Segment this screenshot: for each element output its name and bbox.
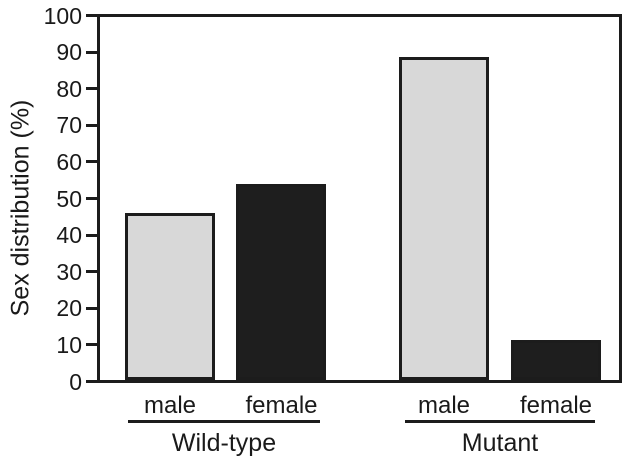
y-tick-label-30: 30 xyxy=(56,258,82,285)
bar-wild-type-female xyxy=(236,184,326,380)
y-tick-label-40: 40 xyxy=(56,222,82,249)
y-tick-50 xyxy=(86,197,97,200)
y-tick-label-20: 20 xyxy=(56,295,82,322)
bar-mutant-female xyxy=(511,340,601,380)
y-tick-70 xyxy=(86,123,97,127)
y-tick-10 xyxy=(86,343,97,347)
bar-label-mutant-female: female xyxy=(519,392,593,419)
y-tick-label-60: 60 xyxy=(56,148,82,175)
y-tick-label-50: 50 xyxy=(56,185,82,212)
y-tick-30 xyxy=(86,270,97,274)
y-tick-label-70: 70 xyxy=(56,112,82,139)
y-tick-label-90: 90 xyxy=(56,39,82,66)
y-tick-20 xyxy=(86,306,97,310)
y-tick-40 xyxy=(86,233,97,237)
y-tick-90 xyxy=(86,50,97,54)
group-label-mutant: Mutant xyxy=(461,429,539,457)
y-tick-label-80: 80 xyxy=(56,75,82,102)
y-tick-80 xyxy=(86,87,97,91)
group-underline-wild-type xyxy=(128,420,320,423)
bar-label-wild-type-female: female xyxy=(245,392,318,419)
group-label-wild-type: Wild-type xyxy=(171,429,277,457)
y-tick-label-0: 0 xyxy=(69,368,82,395)
y-tick-label-100: 100 xyxy=(43,2,82,29)
y-tick-0 xyxy=(86,380,97,383)
y-tick-label-10: 10 xyxy=(56,331,82,358)
bar-label-wild-type-male: male xyxy=(143,392,197,419)
bar-mutant-male xyxy=(399,57,489,380)
y-tick-60 xyxy=(86,160,97,164)
bar-wild-type-male xyxy=(125,213,215,380)
bar-label-mutant-male: male xyxy=(417,392,471,419)
plot-area xyxy=(97,14,622,383)
group-underline-mutant xyxy=(405,420,595,423)
y-tick-100 xyxy=(86,14,97,17)
